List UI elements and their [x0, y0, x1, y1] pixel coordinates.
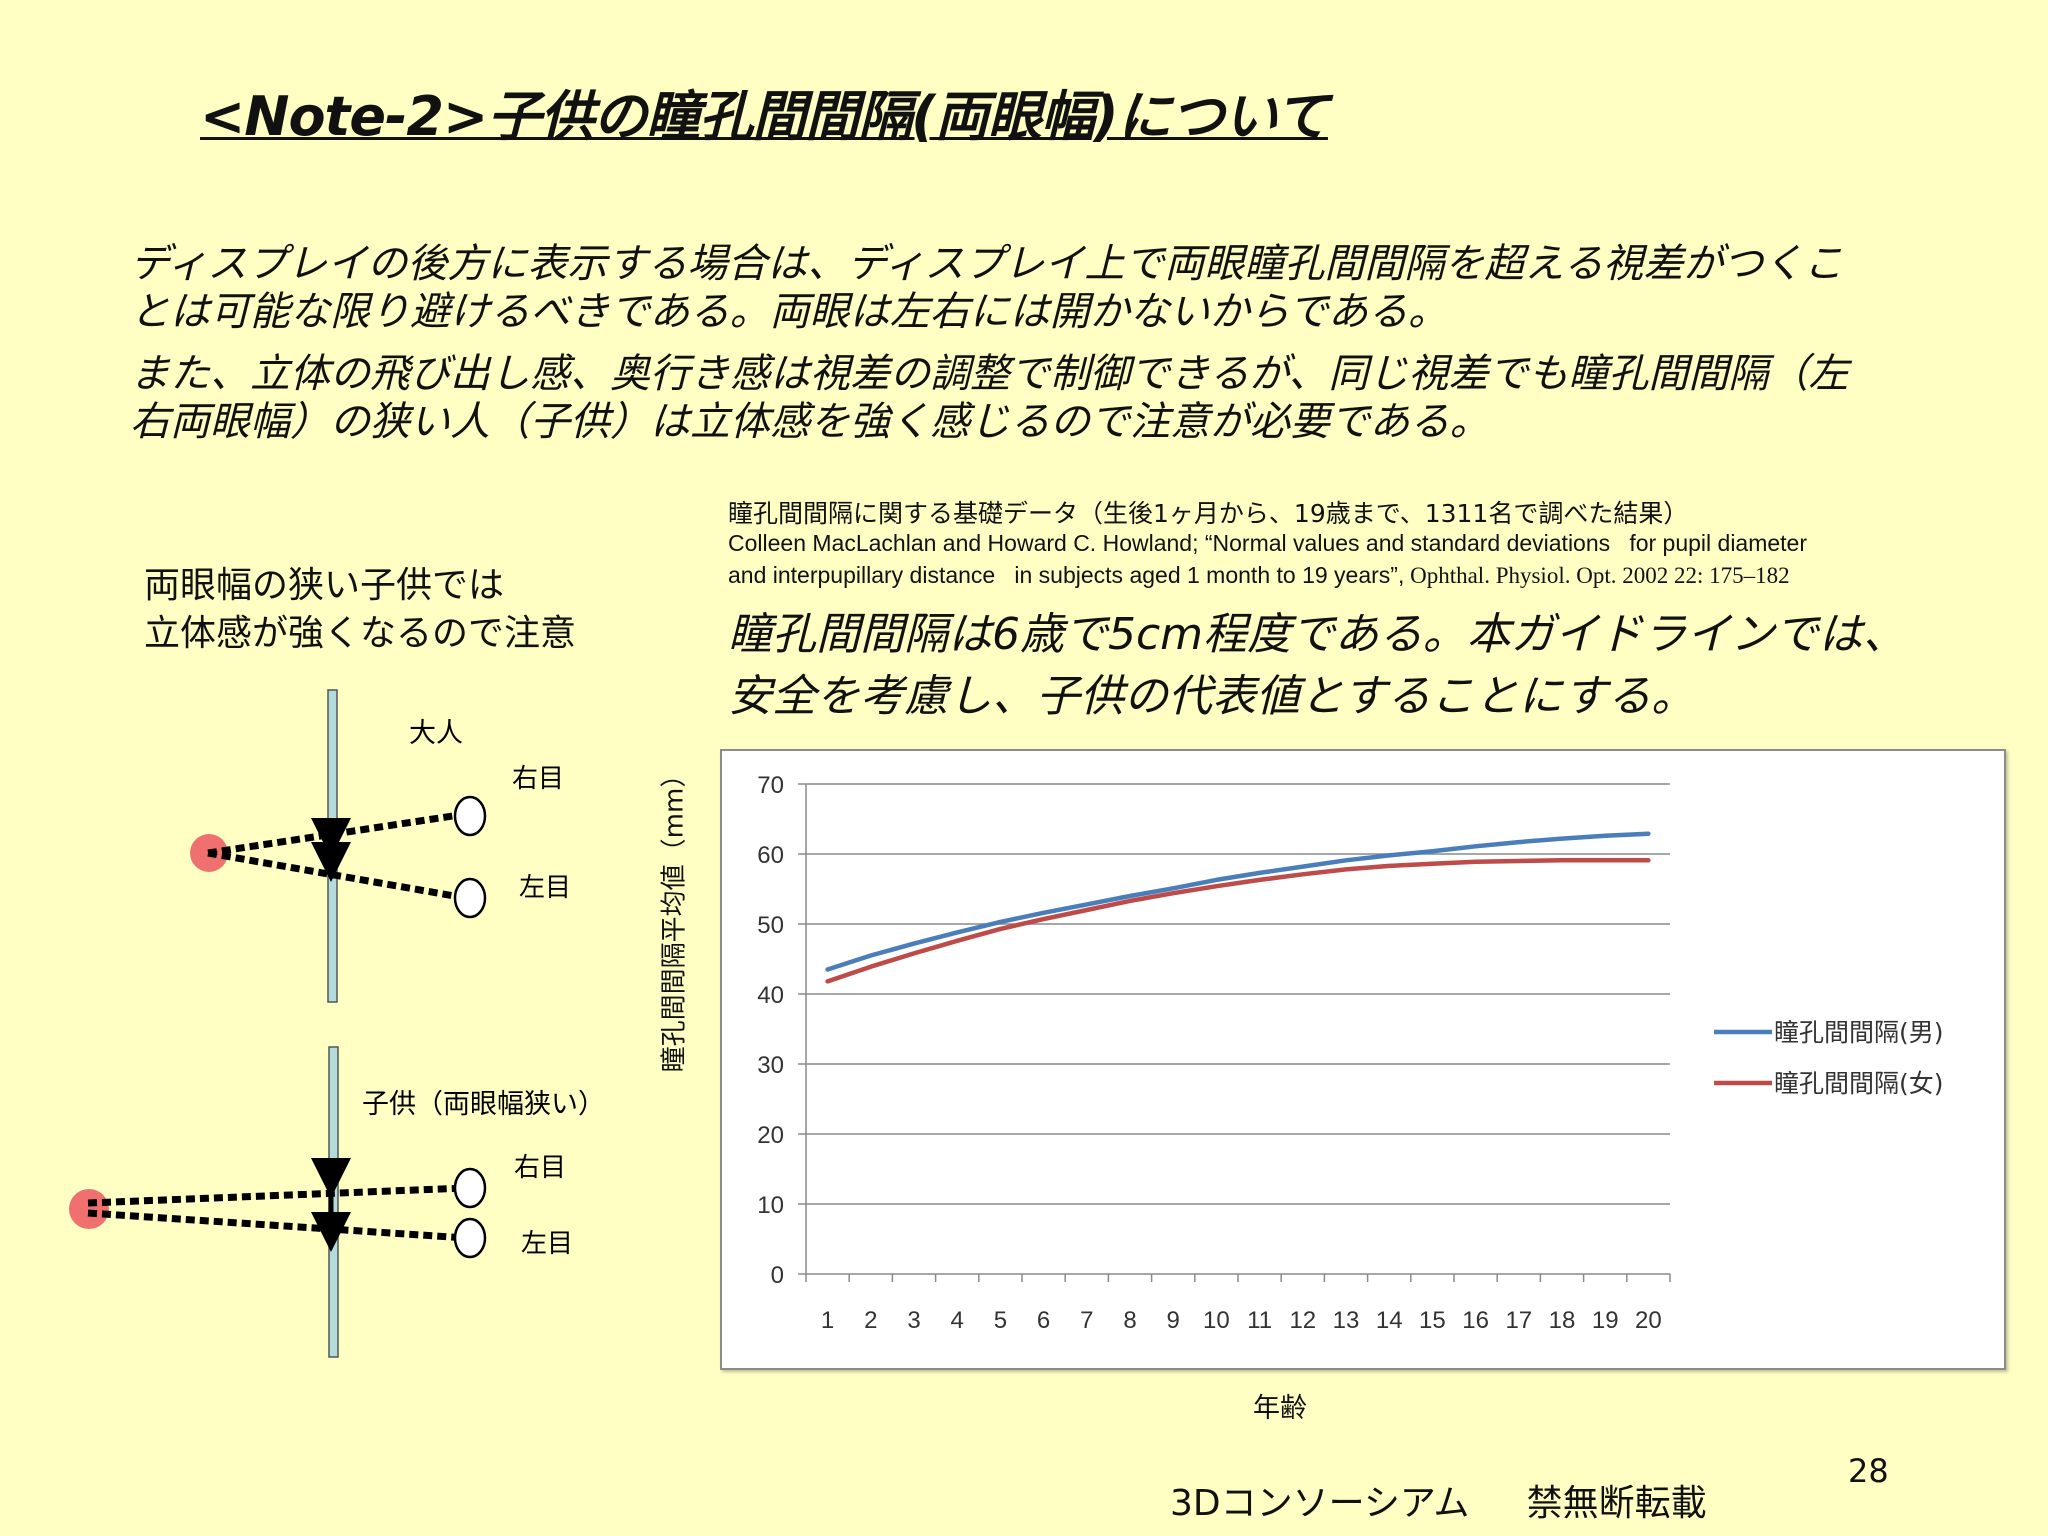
x-tick-label: 3: [907, 1307, 920, 1334]
x-tick-label: 14: [1376, 1307, 1403, 1334]
x-tick-label: 5: [994, 1307, 1007, 1334]
intro-line: ディスプレイの後方に表示する場合は、ディスプレイ上で両眼瞳孔間間隔を超える視差が…: [130, 241, 1844, 287]
x-tick-label: 20: [1635, 1307, 1662, 1334]
x-tick-label: 17: [1505, 1307, 1532, 1334]
x-axis-label: 年齢: [1253, 1393, 1307, 1424]
adult-right-eye-icon: [453, 795, 487, 837]
page-title: <Note-2>子供の瞳孔間間隔(両眼幅)について: [200, 85, 1329, 148]
y-axis-label-box: 瞳孔間間隔平均値（mm）: [650, 752, 694, 1082]
adult-label: 大人: [409, 718, 463, 749]
y-tick-label: 60: [757, 842, 784, 869]
x-tick-label: 9: [1167, 1307, 1180, 1334]
y-tick-label: 10: [757, 1192, 784, 1219]
reference-journal: Ophthal. Physiol. Opt. 2002 22: 175–182: [1404, 563, 1790, 588]
y-tick-label: 20: [757, 1122, 784, 1149]
x-tick-label: 15: [1419, 1307, 1446, 1334]
reference-citation: Colleen MacLachlan and Howard C. Howland…: [728, 530, 1808, 556]
x-tick-label: 11: [1247, 1307, 1272, 1334]
x-tick-label: 7: [1080, 1307, 1093, 1334]
y-tick-label: 0: [771, 1262, 784, 1289]
y-tick-label: 70: [757, 772, 784, 799]
child-left-eye-icon: [453, 1217, 487, 1259]
x-tick-label: 10: [1203, 1307, 1230, 1334]
reference-citation-journal: and interpupillary distance in subjects …: [728, 562, 1790, 589]
x-tick-label: 12: [1289, 1307, 1316, 1334]
y-axis-label: 瞳孔間間隔平均値（mm）: [659, 761, 690, 1073]
x-tick-label: 1: [821, 1307, 834, 1334]
intro-line: とは可能な限り避けるべきである。両眼は左右には開かないからである。: [130, 289, 1448, 335]
chart-frame: [720, 749, 2006, 1370]
series-line: [825, 858, 1651, 984]
conclusion-line: 瞳孔間間隔は6歳で5cm程度である。本ガイドラインでは、: [728, 609, 1907, 660]
child-right-eye-label: 右目: [514, 1153, 566, 1183]
child-object-marker: [69, 1189, 109, 1229]
page-number: 28: [1848, 1452, 1889, 1490]
child-right-eye-icon: [453, 1167, 487, 1209]
child-sightline-left: [87, 1209, 467, 1242]
y-tick-label: 40: [757, 982, 784, 1009]
reference-citation-text: and interpupillary distance in subjects …: [728, 562, 1405, 588]
adult-right-eye-label: 右目: [512, 764, 564, 794]
x-tick-label: 8: [1123, 1307, 1136, 1334]
intro-line: また、立体の飛び出し感、奥行き感は視差の調整で制御できるが、同じ視差でも瞳孔間間…: [130, 351, 1849, 397]
warning-line: 立体感が強くなるので注意: [144, 613, 577, 654]
x-tick-label: 18: [1549, 1307, 1576, 1334]
adult-left-eye-label: 左目: [519, 873, 571, 903]
child-label: 子供（両眼幅狭い）: [362, 1089, 605, 1120]
conclusion-line: 安全を考慮し、子供の代表値とすることにする。: [728, 671, 1696, 722]
y-tick-label: 30: [757, 1052, 784, 1079]
footer-copyright: 3Dコンソーシアム 禁無断転載: [1170, 1483, 1707, 1524]
series-line: [825, 831, 1651, 972]
x-tick-label: 19: [1592, 1307, 1619, 1334]
x-tick-label: 2: [864, 1307, 877, 1334]
parallax-diagram: 大人 右目 左目 子供（両眼幅狭い） 右目 左目: [69, 689, 605, 1358]
intro-line: 右両眼幅）の狭い人（子供）は立体感を強く感じるので注意が必要である。: [130, 399, 1490, 445]
child-sightline-right: [87, 1184, 467, 1207]
y-tick-label: 50: [757, 912, 784, 939]
legend-label: 瞳孔間間隔(女): [1774, 1069, 1944, 1098]
reference-caption: 瞳孔間間隔に関する基礎データ（生後1ヶ月から、19歳まで、1311名で調べた結果…: [728, 499, 1689, 528]
warning-line: 両眼幅の狭い子供では: [144, 565, 505, 606]
x-tick-label: 4: [951, 1307, 964, 1334]
x-tick-label: 6: [1037, 1307, 1050, 1334]
x-tick-label: 16: [1462, 1307, 1489, 1334]
x-tick-label: 13: [1333, 1307, 1360, 1334]
legend-label: 瞳孔間間隔(男): [1774, 1018, 1944, 1047]
child-left-eye-label: 左目: [521, 1229, 573, 1259]
adult-left-eye-icon: [453, 877, 487, 919]
